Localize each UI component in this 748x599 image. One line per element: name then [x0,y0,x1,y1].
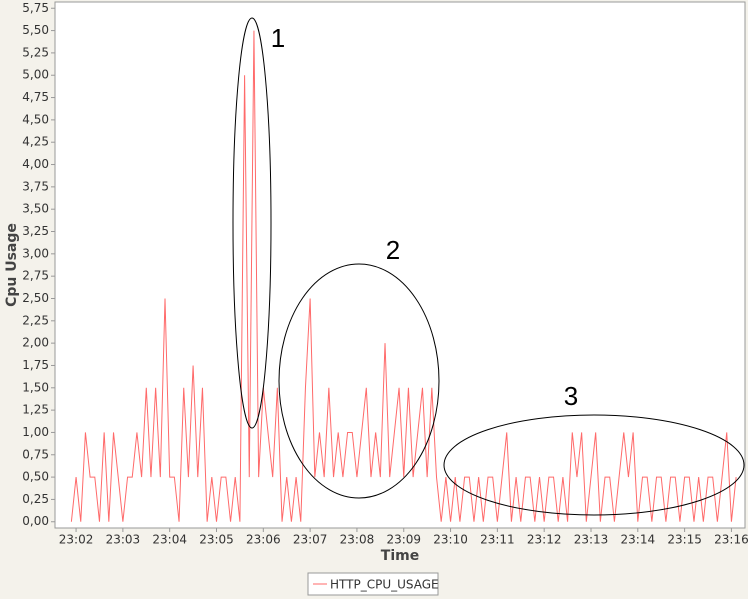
x-tick-label: 23:07 [293,533,328,547]
y-tick-label: 1,75 [22,358,49,372]
annotation-ellipse [232,17,272,429]
annotation-ellipse [278,263,440,499]
annotation-label: 2 [386,235,400,265]
y-tick-label: 2,00 [22,336,49,350]
legend-box [307,572,439,596]
y-tick-label: 4,25 [22,135,49,149]
legend-label: HTTP_CPU_USAGE [330,578,439,592]
x-tick-label: 23:13 [574,533,609,547]
y-tick-label: 0,25 [22,492,49,506]
y-tick-label: 0,50 [22,470,49,484]
x-tick-label: 23:05 [199,533,234,547]
x-tick-label: 23:08 [340,533,375,547]
y-tick-label: 5,00 [22,68,49,82]
y-tick-label: 4,50 [22,112,49,126]
y-tick-label: 5,75 [22,1,49,15]
y-tick-label: 3,00 [22,246,49,260]
y-tick-label: 0,00 [22,514,49,528]
annotation-label: 1 [271,23,285,53]
x-tick-label: 23:14 [621,533,656,547]
x-tick-label: 23:15 [667,533,702,547]
annotation-label: 3 [564,381,578,411]
y-tick-label: 3,25 [22,224,49,238]
y-tick-label: 3,75 [22,179,49,193]
plot-area [54,1,746,529]
x-tick-label: 23:03 [106,533,141,547]
x-axis-title: Time [381,548,419,564]
y-tick-label: 2,75 [22,269,49,283]
y-tick-label: 2,25 [22,313,49,327]
annotations [232,17,745,516]
x-tick-label: 23:09 [386,533,421,547]
y-tick-label: 1,00 [22,425,49,439]
x-tick-label: 23:10 [433,533,468,547]
x-tick-label: 23:04 [152,533,187,547]
y-axis-title: Cpu Usage [4,223,20,307]
x-tick-label: 23:11 [480,533,515,547]
y-tick-label: 4,75 [22,90,49,104]
x-tick-label: 23:12 [527,533,562,547]
x-tick-label: 23:06 [246,533,281,547]
data-line [70,30,737,522]
y-tick-label: 5,50 [22,23,49,37]
x-tick-label: 23:16 [714,533,748,547]
y-tick-label: 0,75 [22,447,49,461]
annotation-ellipse [443,414,745,516]
x-tick-label: 23:02 [59,533,94,547]
y-tick-label: 1,50 [22,380,49,394]
y-tick-label: 3,50 [22,202,49,216]
y-tick-label: 2,50 [22,291,49,305]
y-tick-label: 4,00 [22,157,49,171]
y-tick-label: 1,25 [22,403,49,417]
y-tick-label: 5,25 [22,45,49,59]
